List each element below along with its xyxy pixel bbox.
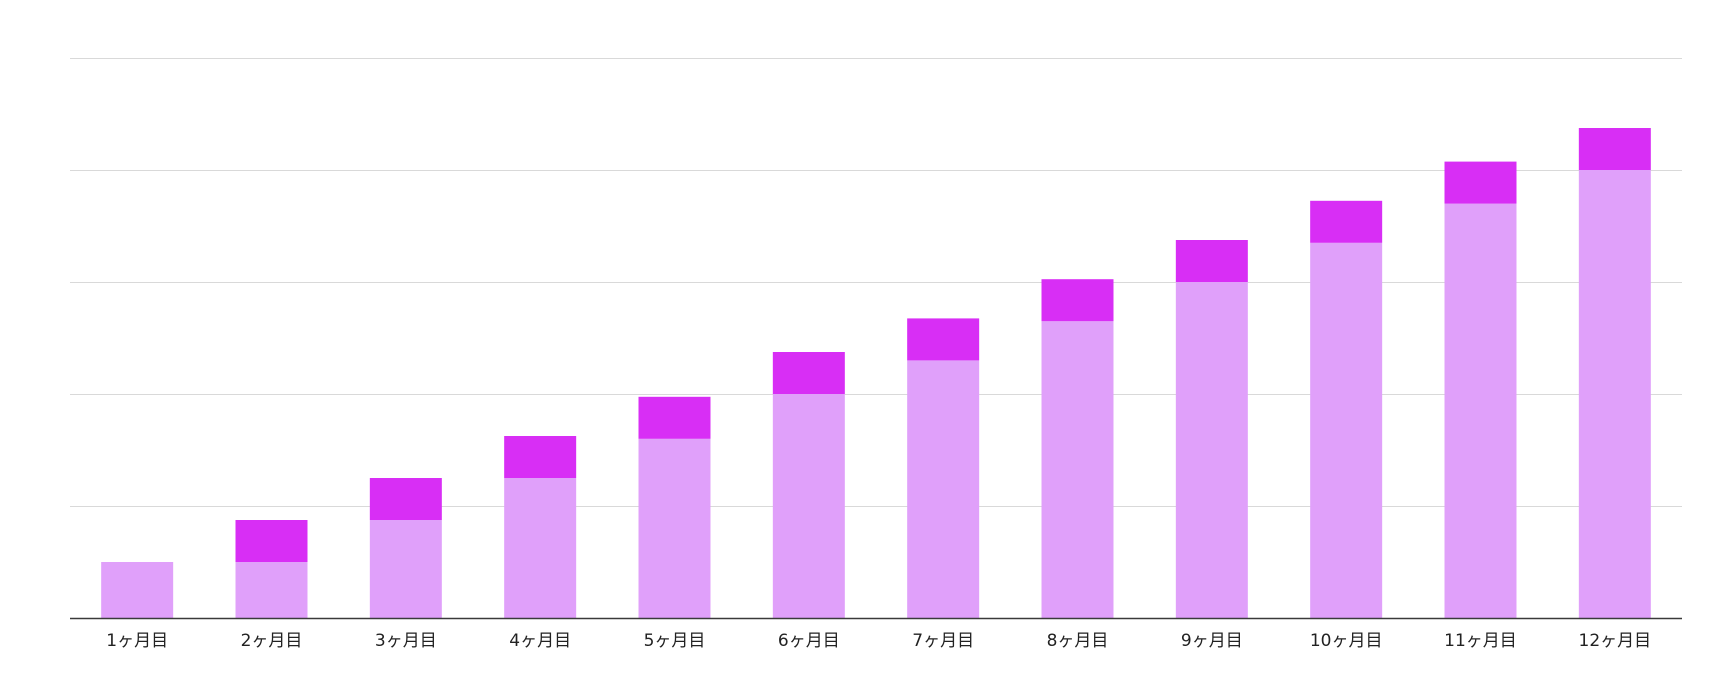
bar-segment-base [504,478,577,618]
bar-segment-top [369,478,442,520]
bar-segment-top [772,352,845,394]
bar-segment-top [504,436,577,478]
bar-segment-base [1041,321,1114,618]
bar-segment-base [101,562,174,618]
bar-segment-base [1444,203,1517,618]
bar-segment-top [1578,128,1651,170]
bar-segment-base [638,438,711,618]
bar-segment-top [1310,200,1383,243]
bar-segment-top [907,318,980,361]
bar-segment-top [1041,279,1114,322]
x-tick-label: 6ヶ月目 [778,631,840,651]
bars-layer [101,128,1651,619]
x-tick-label: 9ヶ月目 [1181,631,1243,651]
x-tick-label: 1ヶ月目 [106,631,168,651]
grid-layer [70,58,1682,507]
bar-segment-base [1310,242,1383,619]
bar-segment-base [772,394,845,618]
bar-segment-top [1444,161,1517,204]
bar-segment-base [1175,282,1248,618]
x-tick-label: 4ヶ月目 [509,631,571,651]
x-tick-label: 11ヶ月目 [1444,631,1517,651]
bar-segment-base [907,360,980,618]
x-tick-label: 12ヶ月目 [1579,631,1652,651]
x-tick-label: 3ヶ月目 [375,631,437,651]
bar-segment-top [638,396,711,439]
bar-segment-base [235,562,308,618]
x-tick-label: 2ヶ月目 [241,631,303,651]
bar-segment-base [1578,170,1651,618]
bar-segment-top [1175,240,1248,282]
x-tick-label: 10ヶ月目 [1310,631,1383,651]
bar-segment-top [235,520,308,562]
bar-segment-base [369,520,442,618]
x-tick-labels: 1ヶ月目 2ヶ月目 3ヶ月目 4ヶ月目 5ヶ月目 6ヶ月目 7ヶ月目 8ヶ月目 9ヶ月目 10ヶ月… [106,631,1651,651]
x-tick-label: 5ヶ月目 [644,631,706,651]
x-tick-label: 7ヶ月目 [912,631,974,651]
x-tick-label: 8ヶ月目 [1047,631,1109,651]
